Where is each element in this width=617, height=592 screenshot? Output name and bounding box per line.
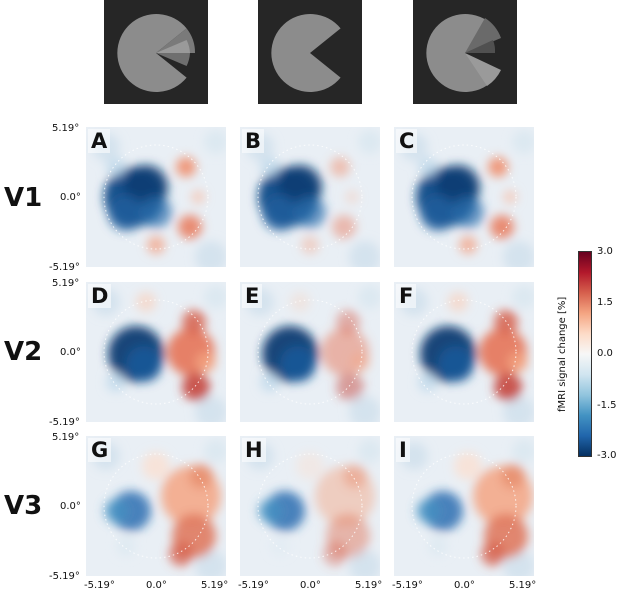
x-tick-col1-left: -5.19°	[84, 580, 115, 591]
y-tick-row2-bot: -5.19°	[49, 417, 80, 428]
y-tick-row1-mid: 0.0°	[60, 192, 81, 203]
panel-label-i: I	[396, 438, 410, 462]
x-tick-col3-right: 5.19°	[509, 580, 537, 591]
panel-label-h: H	[242, 438, 266, 462]
x-tick-col3-mid: 0.0°	[454, 580, 475, 591]
panel-label-f: F	[396, 284, 417, 308]
y-tick-row2-top: 5.19°	[52, 278, 80, 289]
panel-i	[394, 436, 534, 576]
x-tick-col2-left: -5.19°	[238, 580, 269, 591]
panel-f-heatmap	[394, 282, 534, 422]
panel-label-b: B	[242, 129, 265, 153]
colorbar-tick-neg-3: -3.0	[597, 450, 617, 461]
panel-label-e: E	[242, 284, 263, 308]
panel-label-c: C	[396, 129, 418, 153]
colorbar-tick-3: 3.0	[597, 246, 613, 257]
panel-i-heatmap	[394, 436, 534, 576]
x-tick-col3-left: -5.19°	[392, 580, 423, 591]
y-tick-row1-top: 5.19°	[52, 123, 80, 134]
y-tick-row1-bot: -5.19°	[49, 262, 80, 273]
colorbar-tick-neg-1-5: -1.5	[597, 400, 617, 411]
colorbar-tick-0: 0.0	[597, 348, 613, 359]
panel-label-d: D	[88, 284, 112, 308]
colorbar-tick-1-5: 1.5	[597, 297, 613, 308]
panel-e-heatmap	[240, 282, 380, 422]
panel-e	[240, 282, 380, 422]
y-tick-row3-mid: 0.0°	[60, 501, 81, 512]
colorbar-label: fMRI signal change [%]	[557, 296, 568, 412]
panel-a	[86, 127, 226, 267]
x-tick-col2-mid: 0.0°	[300, 580, 321, 591]
stimulus-thumbnail-3	[413, 0, 517, 104]
stimulus-thumbnail-1	[104, 0, 208, 104]
y-tick-row3-top: 5.19°	[52, 432, 80, 443]
stimulus-thumbnail-2	[258, 0, 362, 104]
colorbar	[578, 251, 592, 457]
panel-label-a: A	[88, 129, 111, 153]
panel-f	[394, 282, 534, 422]
x-tick-col1-mid: 0.0°	[146, 580, 167, 591]
panel-a-heatmap	[86, 127, 226, 267]
row-label-v3: V3	[4, 491, 43, 521]
row-label-v1: V1	[4, 183, 43, 213]
x-tick-col2-right: 5.19°	[355, 580, 383, 591]
x-tick-col1-right: 5.19°	[201, 580, 229, 591]
row-label-v2: V2	[4, 337, 43, 367]
y-tick-row2-mid: 0.0°	[60, 347, 81, 358]
y-tick-row3-bot: -5.19°	[49, 571, 80, 582]
panel-label-g: G	[88, 438, 112, 462]
